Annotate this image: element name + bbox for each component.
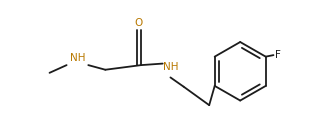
- Text: NH: NH: [70, 53, 85, 63]
- Text: F: F: [275, 50, 281, 60]
- Text: O: O: [135, 18, 143, 28]
- Text: NH: NH: [163, 62, 178, 72]
